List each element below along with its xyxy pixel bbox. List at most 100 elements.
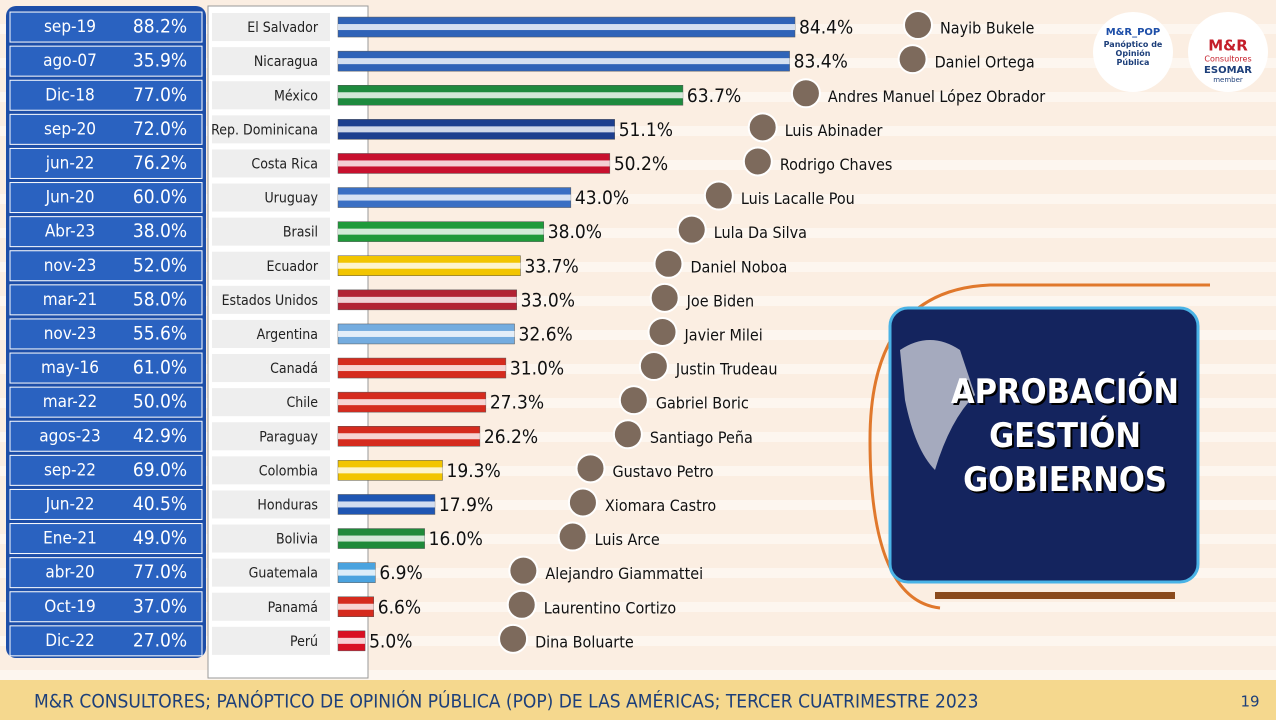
start-approval: 60.0% <box>133 186 187 208</box>
leader-photo <box>649 282 680 313</box>
leader-photo <box>790 78 821 109</box>
country-cell <box>212 285 330 314</box>
logo-mr <box>1188 12 1268 92</box>
start-date: sep-19 <box>44 17 96 37</box>
country-cell <box>212 319 330 348</box>
category-label: Bolivia <box>276 532 318 548</box>
country-cell <box>212 388 330 417</box>
category-label: Brasil <box>283 225 318 241</box>
start-approval: 88.2% <box>133 16 187 38</box>
start-date: sep-20 <box>44 119 96 139</box>
start-date: sep-22 <box>44 460 96 480</box>
start-approval: 72.0% <box>133 118 187 140</box>
country-cell <box>212 558 330 587</box>
left-row <box>9 557 203 589</box>
start-approval: 37.0% <box>133 595 187 617</box>
page-number: 19 <box>1240 693 1259 711</box>
left-row <box>9 250 203 282</box>
left-row <box>9 454 203 486</box>
leader-photo <box>703 180 734 211</box>
leader-photo <box>575 453 606 484</box>
start-date: Ene-21 <box>43 529 97 549</box>
map-silhouette <box>900 340 975 470</box>
left-row <box>9 625 203 657</box>
leader-name: Justin Trudeau <box>675 360 778 379</box>
leader-photo <box>618 385 649 416</box>
leader-photo <box>508 555 539 586</box>
left-row <box>9 216 203 248</box>
logo-text: M&R <box>1208 37 1248 55</box>
category-label: Colombia <box>259 463 318 479</box>
category-label: El Salvador <box>247 20 319 36</box>
value-label: 32.6% <box>519 323 573 345</box>
logo-text: member <box>1213 76 1243 84</box>
category-label: Perú <box>290 634 318 650</box>
bar-stripe <box>338 569 376 576</box>
bar-stripe <box>338 501 435 508</box>
start-date: Oct-19 <box>44 597 95 617</box>
country-cell <box>212 81 330 110</box>
value-label: 43.0% <box>575 187 629 209</box>
leader-photo <box>647 316 678 347</box>
start-approval: 50.0% <box>133 391 187 413</box>
left-row <box>9 386 203 418</box>
left-row <box>9 352 203 384</box>
leader-name: Luis Lacalle Pou <box>741 189 855 208</box>
left-row <box>9 591 203 623</box>
bar-stripe <box>338 228 544 235</box>
leader-name: Javier Milei <box>684 325 763 344</box>
value-label: 26.2% <box>484 426 538 448</box>
leader-photo <box>742 146 773 177</box>
start-date: jun-22 <box>45 153 95 173</box>
start-approval: 27.0% <box>133 629 187 651</box>
category-label: Estados Unidos <box>222 293 318 309</box>
category-label: Rep. Dominicana <box>211 122 318 138</box>
country-cell <box>212 183 330 212</box>
left-row <box>9 284 203 316</box>
leader-name: Daniel Ortega <box>935 53 1035 72</box>
value-label: 63.7% <box>687 85 741 107</box>
country-cell <box>212 47 330 76</box>
value-label: 16.0% <box>429 528 483 550</box>
left-row <box>9 488 203 520</box>
leader-name: Gabriel Boric <box>656 394 749 413</box>
start-approval: 42.9% <box>133 425 187 447</box>
country-cell <box>212 354 330 383</box>
country-cell <box>212 13 330 42</box>
start-approval: 77.0% <box>133 84 187 106</box>
start-date: ago-07 <box>43 51 97 71</box>
left-row <box>9 147 203 179</box>
bar-stripe <box>338 296 517 303</box>
start-approval: 77.0% <box>133 561 187 583</box>
start-approval: 76.2% <box>133 152 187 174</box>
start-approval: 49.0% <box>133 527 187 549</box>
value-label: 50.2% <box>614 153 668 175</box>
bar-stripe <box>338 399 486 406</box>
leader-photo <box>653 248 684 279</box>
bar-stripe <box>338 194 571 201</box>
logo-text: Consultores <box>1204 55 1251 64</box>
leader-name: Laurentino Cortizo <box>544 598 677 617</box>
leader-photo <box>567 487 598 518</box>
decor-arc <box>868 439 941 610</box>
bar-stripe <box>338 262 521 269</box>
leader-name: Lula Da Silva <box>714 223 807 242</box>
start-date: Dic-18 <box>45 85 94 105</box>
left-row <box>9 318 203 350</box>
start-approval: 35.9% <box>133 50 187 72</box>
category-label: Argentina <box>257 327 318 343</box>
left-row <box>9 45 203 77</box>
country-cell <box>212 422 330 451</box>
start-approval: 69.0% <box>133 459 187 481</box>
country-cell <box>212 592 330 621</box>
start-date: mar-21 <box>43 290 97 310</box>
leader-name: Xiomara Castro <box>605 496 716 515</box>
value-label: 33.7% <box>524 255 578 277</box>
bar-stripe <box>338 160 610 167</box>
bar-stripe <box>338 330 515 337</box>
bar-stripe <box>338 433 480 440</box>
value-label: 33.0% <box>521 289 575 311</box>
country-cell <box>212 524 330 553</box>
start-approval: 38.0% <box>133 220 187 242</box>
